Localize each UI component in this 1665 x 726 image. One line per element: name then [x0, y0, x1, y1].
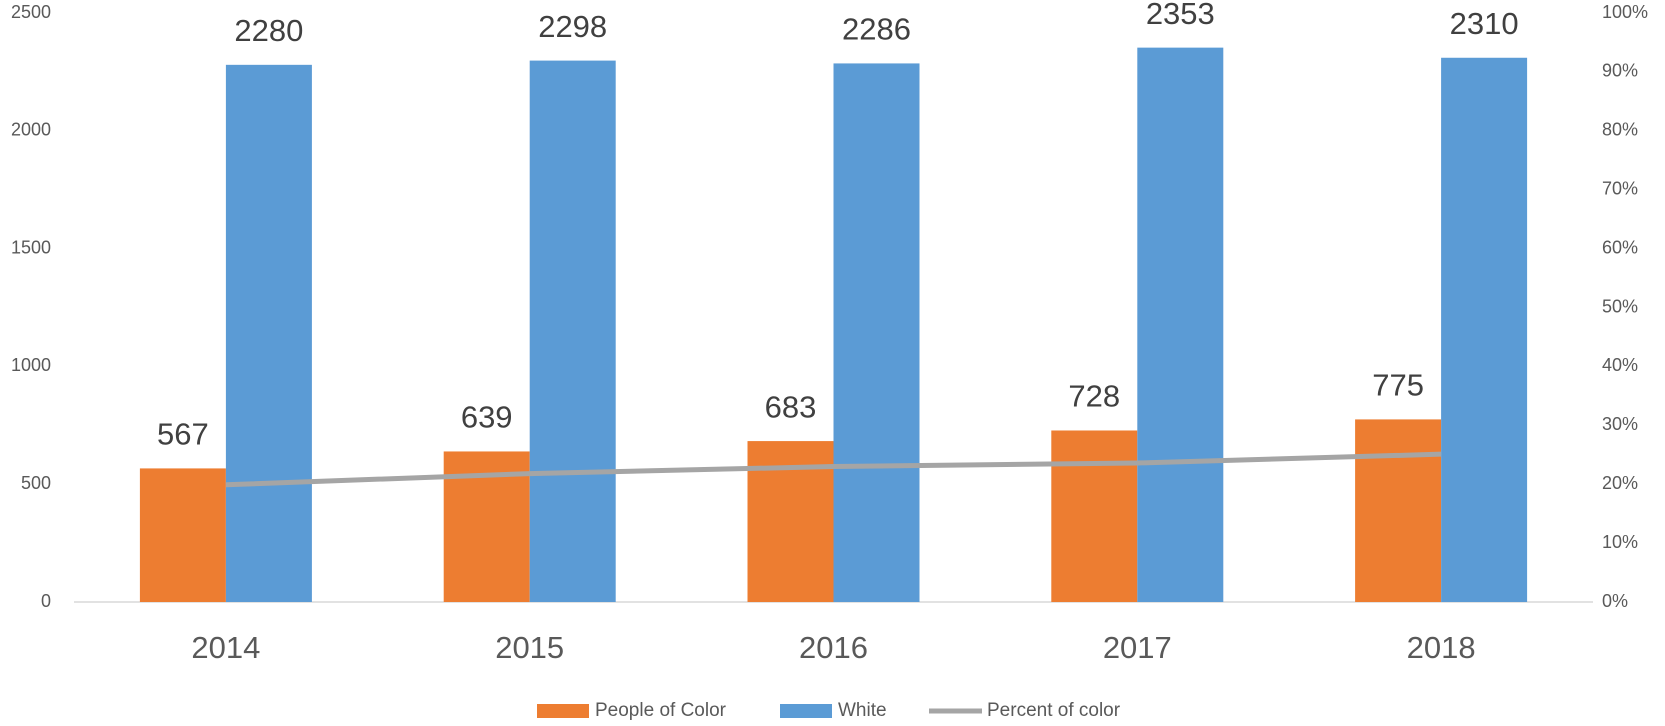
legend-swatch	[780, 704, 832, 718]
legend-label: White	[838, 700, 887, 721]
line	[225, 451, 1442, 488]
y-tick-label: 1500	[11, 237, 51, 257]
y-tick-label: 0	[41, 591, 51, 611]
y2-tick-label: 30%	[1602, 414, 1638, 434]
y2-tick-label: 80%	[1602, 120, 1638, 140]
bar	[139, 468, 226, 602]
data-label: 639	[461, 400, 513, 435]
x-tick-label: 2018	[1407, 630, 1476, 665]
y2-tick-label: 10%	[1602, 532, 1638, 552]
bar	[529, 60, 616, 603]
data-label: 728	[1068, 379, 1120, 414]
x-tick-label: 2015	[495, 630, 564, 665]
y-tick-label: 1000	[11, 355, 51, 375]
x-tick-label: 2014	[191, 630, 260, 665]
x-tick-label: 2016	[799, 630, 868, 665]
legend-label: Percent of color	[987, 700, 1121, 721]
data-label: 2286	[842, 12, 911, 47]
y2-tick-label: 0%	[1602, 591, 1628, 611]
bar	[833, 63, 920, 603]
legend-label: People of Color	[595, 700, 727, 721]
y-tick-label: 500	[21, 473, 51, 493]
data-label: 775	[1372, 368, 1424, 403]
bar	[1355, 419, 1442, 602]
y2-tick-label: 50%	[1602, 296, 1638, 316]
y2-tick-label: 70%	[1602, 178, 1638, 198]
y2-tick-label: 90%	[1602, 61, 1638, 81]
y-tick-label: 2000	[11, 120, 51, 140]
y2-tick-label: 40%	[1602, 355, 1638, 375]
bar	[1441, 57, 1528, 603]
y2-tick-label: 100%	[1602, 2, 1648, 22]
y2-tick-label: 60%	[1602, 237, 1638, 257]
bar	[1051, 430, 1138, 602]
data-label: 2280	[234, 13, 303, 48]
data-label: 2298	[538, 9, 607, 44]
bar	[1137, 47, 1224, 603]
legend-swatch	[537, 704, 589, 718]
bar	[225, 64, 312, 602]
data-label: 567	[157, 417, 209, 452]
data-label: 683	[765, 389, 817, 424]
x-tick-label: 2017	[1103, 630, 1172, 665]
y2-tick-label: 20%	[1602, 473, 1638, 493]
data-label: 2353	[1146, 0, 1215, 31]
y-tick-label: 2500	[11, 2, 51, 22]
data-label: 2310	[1450, 6, 1519, 41]
